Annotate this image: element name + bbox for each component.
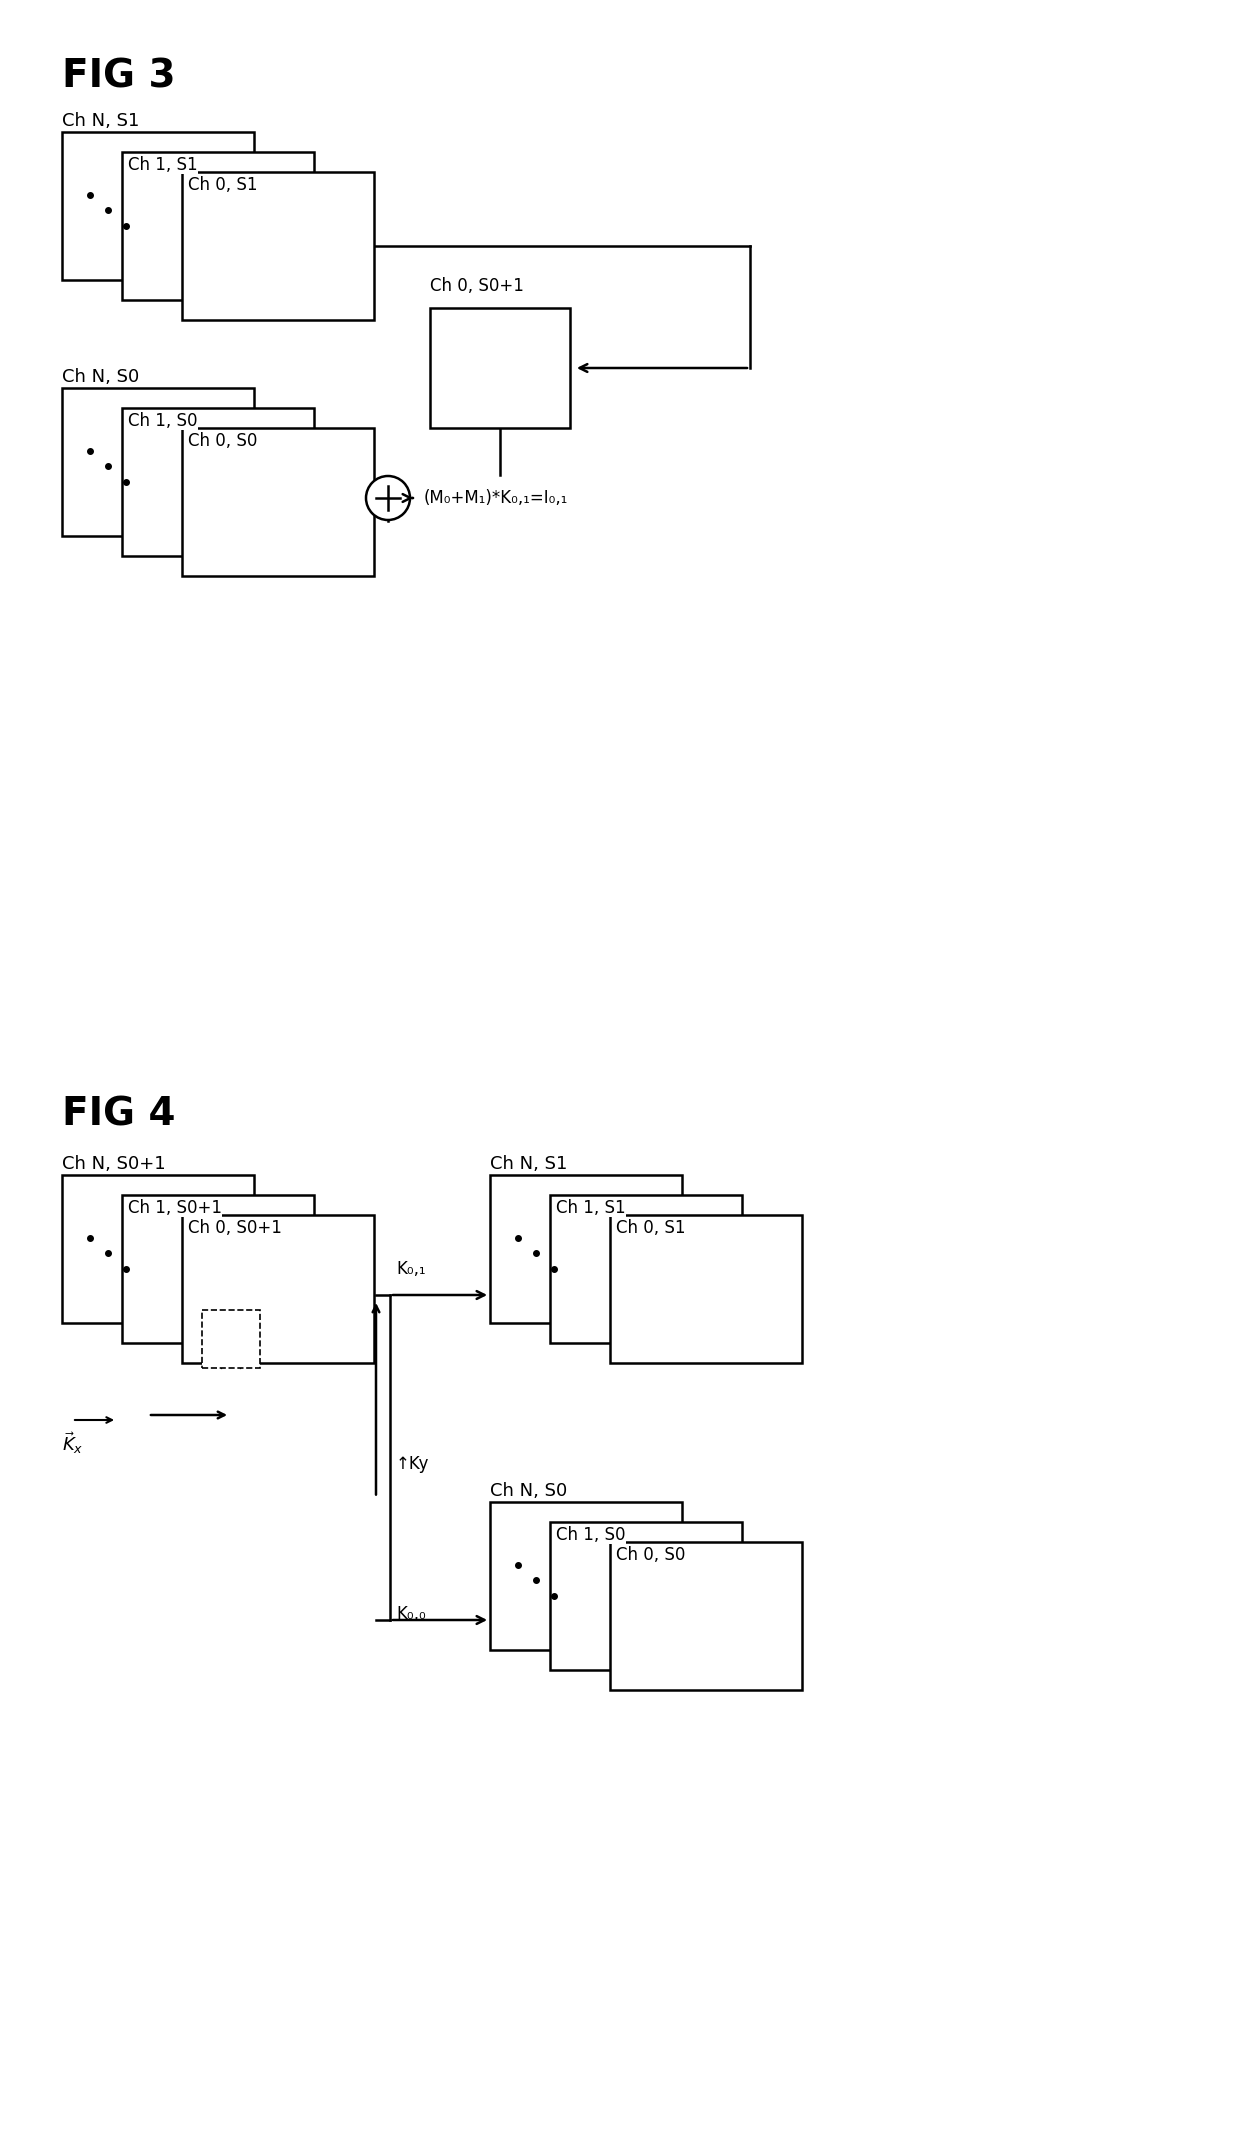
Text: Ch N, S1: Ch N, S1: [490, 1155, 568, 1174]
Text: Ch 0, S0: Ch 0, S0: [188, 433, 258, 450]
Text: (M₀+M₁)*K₀,₁=I₀,₁: (M₀+M₁)*K₀,₁=I₀,₁: [424, 488, 568, 508]
Text: $\vec{K}_x$: $\vec{K}_x$: [62, 1431, 83, 1457]
Text: Ch N, S1: Ch N, S1: [62, 111, 139, 131]
Text: Ch 0, S0: Ch 0, S0: [616, 1547, 686, 1564]
Bar: [430, 308, 570, 428]
Text: K₀,₀: K₀,₀: [396, 1604, 425, 1624]
Text: Ch N, S0+1: Ch N, S0+1: [62, 1155, 166, 1174]
Text: Ch N, S0: Ch N, S0: [490, 1482, 567, 1499]
Bar: [551, 1523, 742, 1671]
Text: Ch 1, S0: Ch 1, S0: [128, 411, 197, 431]
Text: Ch 1, S1: Ch 1, S1: [556, 1200, 626, 1217]
Text: Ch 0, S0+1: Ch 0, S0+1: [188, 1219, 281, 1236]
Bar: [182, 171, 374, 319]
Bar: [610, 1215, 802, 1362]
Text: Ch 0, S1: Ch 0, S1: [616, 1219, 686, 1236]
Bar: [122, 1195, 314, 1343]
Text: Ch 0, S0+1: Ch 0, S0+1: [430, 276, 523, 296]
Text: Ch 1, S0+1: Ch 1, S0+1: [128, 1200, 222, 1217]
Text: FIG 3: FIG 3: [62, 58, 176, 96]
Bar: [122, 407, 314, 557]
Bar: [62, 133, 254, 281]
Text: Ch 0, S1: Ch 0, S1: [188, 176, 258, 195]
Text: Ch 1, S1: Ch 1, S1: [128, 156, 197, 174]
Text: Ch N, S0: Ch N, S0: [62, 368, 139, 386]
Bar: [182, 1215, 374, 1362]
Bar: [122, 152, 314, 300]
Bar: [202, 1311, 260, 1369]
Text: Ch 1, S0: Ch 1, S0: [556, 1525, 625, 1544]
Bar: [62, 1176, 254, 1324]
Bar: [610, 1542, 802, 1690]
Circle shape: [366, 476, 410, 521]
Bar: [490, 1502, 682, 1649]
Text: FIG 4: FIG 4: [62, 1095, 176, 1133]
Text: K₀,₁: K₀,₁: [396, 1259, 425, 1279]
Bar: [490, 1176, 682, 1324]
Bar: [182, 428, 374, 576]
Bar: [551, 1195, 742, 1343]
Bar: [62, 388, 254, 536]
Text: ↑Ky: ↑Ky: [396, 1454, 429, 1474]
